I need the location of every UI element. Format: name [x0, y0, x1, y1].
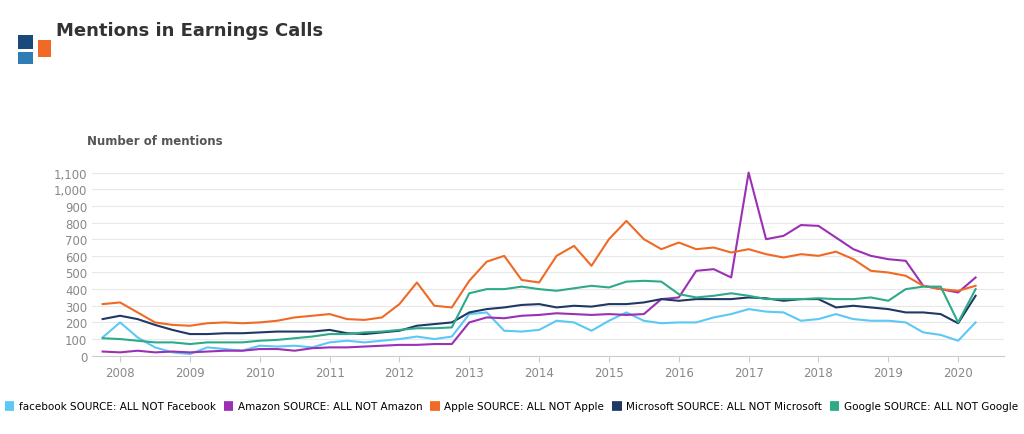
Apple SOURCE: ALL NOT Apple: (2.01e+03, 180): ALL NOT Apple: (2.01e+03, 180)	[183, 323, 196, 329]
Line: Microsoft SOURCE: ALL NOT Microsoft: Microsoft SOURCE: ALL NOT Microsoft	[102, 296, 976, 334]
Apple SOURCE: ALL NOT Apple: (2.02e+03, 650): ALL NOT Apple: (2.02e+03, 650)	[708, 245, 720, 250]
Microsoft SOURCE: ALL NOT Microsoft: (2.02e+03, 195): ALL NOT Microsoft: (2.02e+03, 195)	[952, 321, 965, 326]
Google SOURCE: ALL NOT Google: (2.02e+03, 400): ALL NOT Google: (2.02e+03, 400)	[970, 287, 982, 292]
Apple SOURCE: ALL NOT Apple: (2.02e+03, 810): ALL NOT Apple: (2.02e+03, 810)	[621, 219, 633, 224]
Amazon SOURCE: ALL NOT Amazon: (2.01e+03, 20): ALL NOT Amazon: (2.01e+03, 20)	[114, 350, 126, 355]
Microsoft SOURCE: ALL NOT Microsoft: (2.01e+03, 220): ALL NOT Microsoft: (2.01e+03, 220)	[96, 317, 109, 322]
Apple SOURCE: ALL NOT Apple: (2.01e+03, 240): ALL NOT Apple: (2.01e+03, 240)	[306, 313, 318, 319]
Google SOURCE: ALL NOT Google: (2.01e+03, 145): ALL NOT Google: (2.01e+03, 145)	[376, 329, 388, 335]
Legend: facebook SOURCE: ALL NOT Facebook, Amazon SOURCE: ALL NOT Amazon, Apple SOURCE: : facebook SOURCE: ALL NOT Facebook, Amazo…	[1, 398, 1022, 416]
Google SOURCE: ALL NOT Google: (2.01e+03, 70): ALL NOT Google: (2.01e+03, 70)	[183, 342, 196, 347]
Apple SOURCE: ALL NOT Apple: (2.02e+03, 420): ALL NOT Apple: (2.02e+03, 420)	[970, 283, 982, 289]
Amazon SOURCE: ALL NOT Amazon: (2.02e+03, 700): ALL NOT Amazon: (2.02e+03, 700)	[760, 237, 772, 242]
Microsoft SOURCE: ALL NOT Microsoft: (2.02e+03, 350): ALL NOT Microsoft: (2.02e+03, 350)	[742, 295, 755, 300]
Google SOURCE: ALL NOT Google: (2.01e+03, 155): ALL NOT Google: (2.01e+03, 155)	[393, 328, 406, 333]
Amazon SOURCE: ALL NOT Amazon: (2.02e+03, 1.1e+03): ALL NOT Amazon: (2.02e+03, 1.1e+03)	[742, 171, 755, 176]
facebook SOURCE: ALL NOT Facebook: (2.01e+03, 10): ALL NOT Facebook: (2.01e+03, 10)	[183, 352, 196, 357]
facebook SOURCE: ALL NOT Facebook: (2.01e+03, 50): ALL NOT Facebook: (2.01e+03, 50)	[306, 345, 318, 350]
Line: Google SOURCE: ALL NOT Google: Google SOURCE: ALL NOT Google	[102, 281, 976, 344]
Microsoft SOURCE: ALL NOT Microsoft: (2.01e+03, 130): ALL NOT Microsoft: (2.01e+03, 130)	[183, 332, 196, 337]
Google SOURCE: ALL NOT Google: (2.01e+03, 115): ALL NOT Google: (2.01e+03, 115)	[306, 334, 318, 339]
facebook SOURCE: ALL NOT Facebook: (2.02e+03, 265): ALL NOT Facebook: (2.02e+03, 265)	[760, 309, 772, 315]
facebook SOURCE: ALL NOT Facebook: (2.02e+03, 280): ALL NOT Facebook: (2.02e+03, 280)	[742, 307, 755, 312]
facebook SOURCE: ALL NOT Facebook: (2.01e+03, 110): ALL NOT Facebook: (2.01e+03, 110)	[96, 335, 109, 340]
facebook SOURCE: ALL NOT Facebook: (2.01e+03, 90): ALL NOT Facebook: (2.01e+03, 90)	[376, 339, 388, 344]
Google SOURCE: ALL NOT Google: (2.02e+03, 200): ALL NOT Google: (2.02e+03, 200)	[952, 320, 965, 325]
Amazon SOURCE: ALL NOT Amazon: (2.02e+03, 380): ALL NOT Amazon: (2.02e+03, 380)	[952, 290, 965, 296]
Amazon SOURCE: ALL NOT Amazon: (2.02e+03, 510): ALL NOT Amazon: (2.02e+03, 510)	[690, 269, 702, 274]
Apple SOURCE: ALL NOT Apple: (2.02e+03, 610): ALL NOT Apple: (2.02e+03, 610)	[760, 252, 772, 257]
Text: Mentions in Earnings Calls: Mentions in Earnings Calls	[56, 22, 324, 39]
Line: Amazon SOURCE: ALL NOT Amazon: Amazon SOURCE: ALL NOT Amazon	[102, 173, 976, 352]
Amazon SOURCE: ALL NOT Amazon: (2.01e+03, 25): ALL NOT Amazon: (2.01e+03, 25)	[96, 349, 109, 354]
facebook SOURCE: ALL NOT Facebook: (2.01e+03, 100): ALL NOT Facebook: (2.01e+03, 100)	[393, 337, 406, 342]
Apple SOURCE: ALL NOT Apple: (2.01e+03, 310): ALL NOT Apple: (2.01e+03, 310)	[393, 302, 406, 307]
Microsoft SOURCE: ALL NOT Microsoft: (2.01e+03, 150): ALL NOT Microsoft: (2.01e+03, 150)	[393, 329, 406, 334]
Line: Apple SOURCE: ALL NOT Apple: Apple SOURCE: ALL NOT Apple	[102, 221, 976, 326]
Amazon SOURCE: ALL NOT Amazon: (2.01e+03, 65): ALL NOT Amazon: (2.01e+03, 65)	[393, 342, 406, 348]
facebook SOURCE: ALL NOT Facebook: (2.02e+03, 200): ALL NOT Facebook: (2.02e+03, 200)	[970, 320, 982, 325]
Google SOURCE: ALL NOT Google: (2.02e+03, 360): ALL NOT Google: (2.02e+03, 360)	[708, 293, 720, 299]
Microsoft SOURCE: ALL NOT Microsoft: (2.02e+03, 360): ALL NOT Microsoft: (2.02e+03, 360)	[970, 293, 982, 299]
Line: facebook SOURCE: ALL NOT Facebook: facebook SOURCE: ALL NOT Facebook	[102, 309, 976, 354]
Apple SOURCE: ALL NOT Apple: (2.01e+03, 310): ALL NOT Apple: (2.01e+03, 310)	[96, 302, 109, 307]
Apple SOURCE: ALL NOT Apple: (2.02e+03, 390): ALL NOT Apple: (2.02e+03, 390)	[952, 289, 965, 294]
Google SOURCE: ALL NOT Google: (2.02e+03, 340): ALL NOT Google: (2.02e+03, 340)	[760, 297, 772, 302]
facebook SOURCE: ALL NOT Facebook: (2.02e+03, 200): ALL NOT Facebook: (2.02e+03, 200)	[690, 320, 702, 325]
Text: Number of mentions: Number of mentions	[87, 135, 222, 148]
Amazon SOURCE: ALL NOT Amazon: (2.01e+03, 45): ALL NOT Amazon: (2.01e+03, 45)	[306, 346, 318, 351]
Google SOURCE: ALL NOT Google: (2.01e+03, 105): ALL NOT Google: (2.01e+03, 105)	[96, 336, 109, 341]
Microsoft SOURCE: ALL NOT Microsoft: (2.02e+03, 340): ALL NOT Microsoft: (2.02e+03, 340)	[690, 297, 702, 302]
Apple SOURCE: ALL NOT Apple: (2.01e+03, 230): ALL NOT Apple: (2.01e+03, 230)	[376, 315, 388, 320]
Amazon SOURCE: ALL NOT Amazon: (2.01e+03, 60): ALL NOT Amazon: (2.01e+03, 60)	[376, 343, 388, 349]
Google SOURCE: ALL NOT Google: (2.02e+03, 450): ALL NOT Google: (2.02e+03, 450)	[638, 279, 650, 284]
facebook SOURCE: ALL NOT Facebook: (2.02e+03, 90): ALL NOT Facebook: (2.02e+03, 90)	[952, 339, 965, 344]
Microsoft SOURCE: ALL NOT Microsoft: (2.01e+03, 145): ALL NOT Microsoft: (2.01e+03, 145)	[306, 329, 318, 335]
Microsoft SOURCE: ALL NOT Microsoft: (2.01e+03, 140): ALL NOT Microsoft: (2.01e+03, 140)	[376, 330, 388, 335]
Amazon SOURCE: ALL NOT Amazon: (2.02e+03, 470): ALL NOT Amazon: (2.02e+03, 470)	[970, 275, 982, 280]
